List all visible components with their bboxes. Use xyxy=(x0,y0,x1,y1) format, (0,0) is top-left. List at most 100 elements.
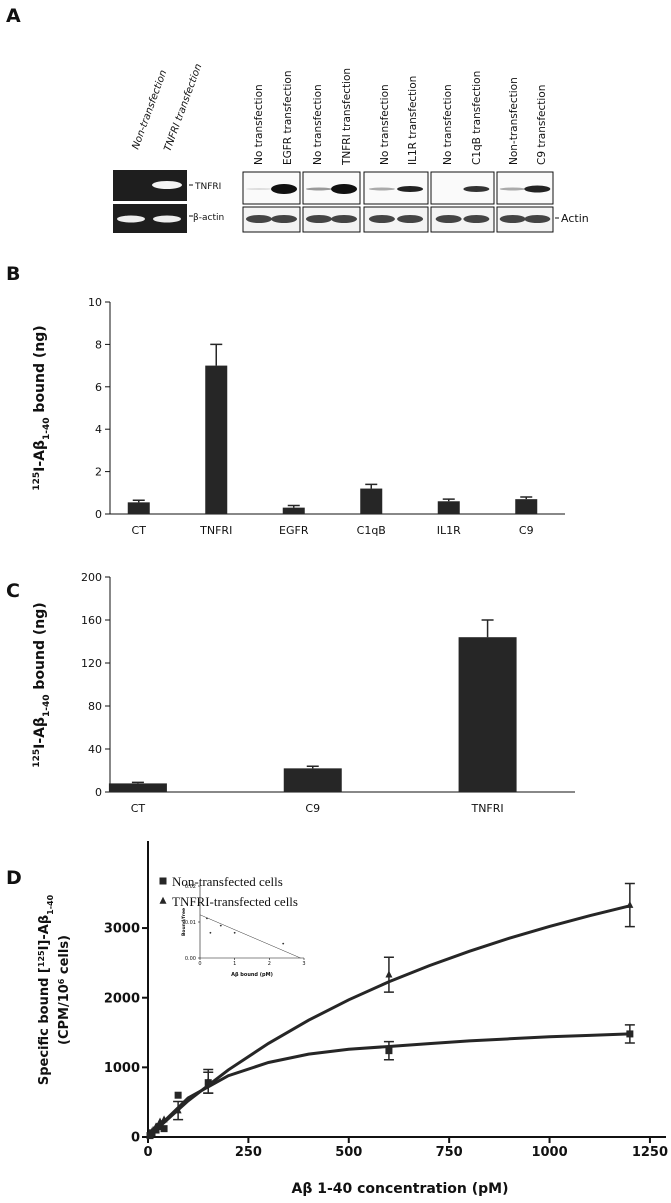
y-axis-title-part: cells) xyxy=(57,935,72,979)
y-tick-label: 0 xyxy=(131,1131,140,1146)
error-bar xyxy=(365,483,378,489)
y-axis-title-part: 125 xyxy=(37,950,46,967)
error-bar xyxy=(481,619,494,638)
y-axis-title-part: I]-Aβ xyxy=(37,915,52,951)
bar xyxy=(458,637,517,792)
lane-label: Non-transfection xyxy=(130,69,169,151)
y-axis-title-part: bound (ng) xyxy=(32,325,48,417)
legend-marker xyxy=(159,877,167,885)
data-point xyxy=(174,1106,182,1114)
x-tick-label: 250 xyxy=(235,1145,262,1160)
y-axis-title-part: 125 xyxy=(32,749,42,768)
band xyxy=(397,186,424,192)
x-tick-label: C9 xyxy=(305,802,320,815)
band xyxy=(435,215,462,223)
y-tick-label: 10 xyxy=(88,296,102,309)
error-bar xyxy=(520,496,533,500)
lane-label: TNFRI transfection xyxy=(341,68,353,166)
data-point xyxy=(156,1117,164,1125)
band xyxy=(153,215,181,223)
x-tick-label: TNFRI xyxy=(199,524,232,537)
y-axis-title-part: Specific bound [ xyxy=(37,967,52,1085)
legend-label: TNFRI-transfected cells xyxy=(172,894,298,909)
fit-line xyxy=(146,904,631,1139)
data-point xyxy=(385,1047,393,1055)
lane-label: No transfection xyxy=(312,84,324,165)
band xyxy=(463,186,490,192)
error-bar xyxy=(210,343,223,366)
data-point xyxy=(219,924,222,927)
data-point xyxy=(626,900,634,908)
band xyxy=(271,215,298,223)
x-tick-label: 1 xyxy=(233,961,236,967)
x-tick-label: TNFRI xyxy=(470,802,503,815)
band xyxy=(368,215,395,223)
bar xyxy=(515,499,538,514)
x-tick-label: CT xyxy=(132,524,147,537)
y-tick-label: 40 xyxy=(88,743,102,756)
y-axis-title-part: 6 xyxy=(57,978,66,984)
fit-line xyxy=(199,914,301,959)
y-axis-title-part: (CPM/10 xyxy=(57,984,72,1045)
y-axis-title: 125I-Aβ1-40 bound (ng) xyxy=(32,602,52,767)
band-label: Actin xyxy=(561,212,589,225)
y-tick-label: 200 xyxy=(81,571,102,584)
data-point xyxy=(160,1125,168,1133)
lane-label: No transfection xyxy=(442,84,454,165)
y-tick-label: 3000 xyxy=(104,922,140,937)
y-axis-title-part: I-Aβ xyxy=(32,440,48,472)
lane-label: No transfection xyxy=(253,84,265,165)
band xyxy=(524,215,551,223)
y-axis-title-part: bound (ng) xyxy=(32,602,48,694)
bar xyxy=(205,365,228,514)
x-axis-title: Aβ bound (pM) xyxy=(231,972,273,978)
band xyxy=(152,181,182,189)
y-tick-label: 8 xyxy=(95,338,102,351)
band xyxy=(245,215,272,223)
x-tick-label: 500 xyxy=(335,1145,362,1160)
band xyxy=(368,187,395,191)
blot-group: No transfection EGFR transfection No trans… xyxy=(242,68,554,233)
x-tick-label: EGFR xyxy=(279,524,309,537)
y-axis-title-part: 125 xyxy=(32,472,42,491)
bar xyxy=(437,501,460,514)
band xyxy=(117,215,145,223)
band xyxy=(305,215,332,223)
error-bar xyxy=(306,765,319,769)
y-tick-label: 4 xyxy=(95,423,102,436)
y-axis-title-part: 1-40 xyxy=(42,694,52,717)
y-axis-title: Specific bound [125I]-Aβ1-40 xyxy=(37,894,55,1085)
lane-label: C1qB transfection xyxy=(471,71,483,165)
band xyxy=(463,215,490,223)
data-point xyxy=(282,942,285,945)
data-point xyxy=(233,931,236,934)
error-bar xyxy=(287,504,300,508)
x-tick-label: 3 xyxy=(302,961,305,967)
data-point xyxy=(160,1115,168,1123)
x-tick-label: 0 xyxy=(198,961,201,967)
y-tick-label: 0 xyxy=(95,786,102,799)
x-axis-title: Aβ 1-40 concentration (pM) xyxy=(291,1181,508,1197)
data-point xyxy=(385,970,393,978)
x-tick-label: 1000 xyxy=(531,1145,567,1160)
band xyxy=(331,184,358,194)
bar xyxy=(283,768,342,792)
band-label: β-actin xyxy=(193,213,224,223)
data-point xyxy=(152,1122,160,1130)
legend-marker xyxy=(159,896,167,904)
y-tick-label: 160 xyxy=(81,614,102,627)
x-tick-label: 0 xyxy=(143,1145,152,1160)
y-axis-title: (CPM/106 cells) xyxy=(57,935,73,1045)
y-tick-label: 1000 xyxy=(104,1061,140,1076)
y-axis-title: 125I-Aβ1-40 bound (ng) xyxy=(32,325,52,490)
band xyxy=(397,215,424,223)
y-axis-title-part: 1-40 xyxy=(42,417,52,440)
y-tick-label: 120 xyxy=(81,657,102,670)
band xyxy=(524,185,551,193)
y-tick-label: 6 xyxy=(95,381,102,394)
band xyxy=(499,187,526,191)
y-axis-title-part: 1-40 xyxy=(46,894,55,914)
data-point xyxy=(206,917,208,920)
y-tick-label: 2000 xyxy=(104,991,140,1006)
